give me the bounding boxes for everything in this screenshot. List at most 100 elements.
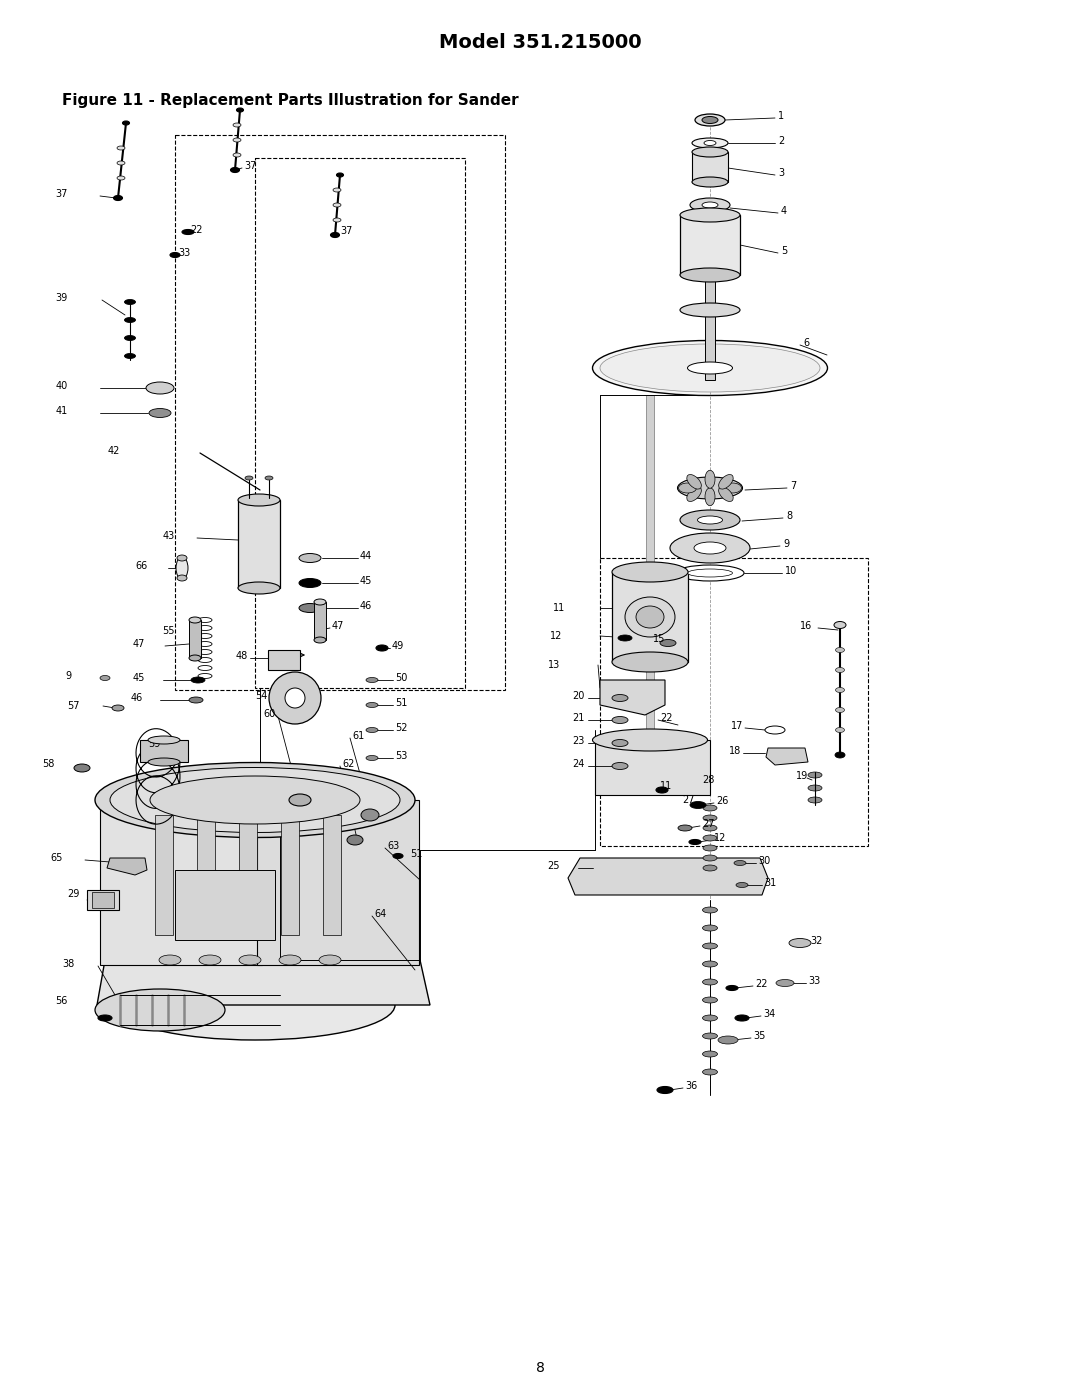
Text: 41: 41 bbox=[56, 407, 68, 416]
Text: 6: 6 bbox=[804, 338, 809, 348]
Text: 27: 27 bbox=[702, 819, 715, 828]
Bar bbox=[268, 650, 300, 671]
Text: 11: 11 bbox=[660, 781, 672, 791]
Text: 48: 48 bbox=[235, 651, 248, 661]
Ellipse shape bbox=[612, 694, 627, 701]
Ellipse shape bbox=[299, 553, 321, 563]
Ellipse shape bbox=[198, 665, 212, 671]
Ellipse shape bbox=[690, 198, 730, 212]
Ellipse shape bbox=[149, 408, 171, 418]
Ellipse shape bbox=[687, 488, 701, 502]
Ellipse shape bbox=[703, 814, 717, 821]
Ellipse shape bbox=[366, 703, 378, 707]
Ellipse shape bbox=[718, 1037, 738, 1044]
Ellipse shape bbox=[836, 647, 845, 652]
Ellipse shape bbox=[289, 793, 311, 806]
Text: 45: 45 bbox=[360, 576, 373, 585]
Ellipse shape bbox=[265, 476, 273, 481]
Text: 22: 22 bbox=[755, 979, 768, 989]
Text: 58: 58 bbox=[42, 759, 55, 768]
Text: 21: 21 bbox=[572, 712, 585, 724]
Ellipse shape bbox=[146, 381, 174, 394]
Text: 57: 57 bbox=[67, 701, 80, 711]
Ellipse shape bbox=[230, 168, 240, 172]
Ellipse shape bbox=[198, 641, 212, 647]
Ellipse shape bbox=[330, 232, 339, 237]
Ellipse shape bbox=[198, 626, 212, 630]
Ellipse shape bbox=[233, 154, 241, 156]
Text: 50: 50 bbox=[395, 673, 407, 683]
Text: 3: 3 bbox=[778, 168, 784, 177]
Ellipse shape bbox=[238, 583, 280, 594]
Ellipse shape bbox=[117, 161, 125, 165]
Ellipse shape bbox=[808, 773, 822, 778]
Text: 44: 44 bbox=[360, 550, 373, 562]
Polygon shape bbox=[175, 870, 275, 940]
Ellipse shape bbox=[124, 335, 135, 341]
Text: 65: 65 bbox=[51, 854, 63, 863]
Ellipse shape bbox=[150, 775, 360, 824]
Text: 27: 27 bbox=[681, 795, 694, 805]
Ellipse shape bbox=[680, 268, 740, 282]
Ellipse shape bbox=[612, 652, 688, 672]
Ellipse shape bbox=[183, 229, 194, 235]
Bar bbox=[255, 158, 465, 687]
Ellipse shape bbox=[366, 728, 378, 732]
Ellipse shape bbox=[239, 956, 261, 965]
Text: 8: 8 bbox=[786, 511, 792, 521]
Text: 37: 37 bbox=[340, 226, 352, 236]
Ellipse shape bbox=[319, 956, 341, 965]
Ellipse shape bbox=[612, 763, 627, 770]
Ellipse shape bbox=[159, 956, 181, 965]
Ellipse shape bbox=[702, 203, 718, 208]
Ellipse shape bbox=[117, 176, 125, 180]
Ellipse shape bbox=[836, 728, 845, 732]
Ellipse shape bbox=[698, 515, 723, 524]
Bar bbox=[680, 215, 740, 275]
Ellipse shape bbox=[189, 617, 201, 623]
Ellipse shape bbox=[366, 678, 378, 683]
Text: 63: 63 bbox=[387, 841, 400, 851]
Text: 46: 46 bbox=[131, 693, 143, 703]
Bar bbox=[189, 620, 201, 658]
Text: 22: 22 bbox=[190, 225, 203, 235]
Ellipse shape bbox=[718, 475, 733, 489]
Text: 51: 51 bbox=[395, 698, 407, 708]
Polygon shape bbox=[766, 747, 808, 766]
Text: 25: 25 bbox=[548, 861, 561, 870]
Ellipse shape bbox=[678, 826, 692, 831]
Ellipse shape bbox=[808, 785, 822, 791]
Bar bbox=[257, 800, 419, 965]
Ellipse shape bbox=[191, 678, 205, 683]
Text: 18: 18 bbox=[729, 746, 741, 756]
Ellipse shape bbox=[124, 299, 135, 305]
Text: 7: 7 bbox=[789, 481, 796, 490]
Text: 38: 38 bbox=[63, 958, 75, 970]
Ellipse shape bbox=[702, 907, 717, 914]
Text: 2: 2 bbox=[778, 136, 784, 147]
Ellipse shape bbox=[690, 802, 706, 809]
Ellipse shape bbox=[702, 1069, 717, 1076]
Ellipse shape bbox=[366, 756, 378, 760]
Text: 39: 39 bbox=[56, 293, 68, 303]
Ellipse shape bbox=[148, 759, 180, 766]
Bar bbox=[314, 602, 326, 640]
Ellipse shape bbox=[703, 865, 717, 870]
Text: 19: 19 bbox=[796, 771, 808, 781]
Ellipse shape bbox=[702, 997, 717, 1003]
Ellipse shape bbox=[95, 763, 415, 837]
Bar bbox=[281, 814, 299, 935]
Ellipse shape bbox=[696, 115, 725, 126]
Bar bbox=[646, 395, 654, 745]
Ellipse shape bbox=[703, 835, 717, 841]
Ellipse shape bbox=[734, 861, 746, 866]
Ellipse shape bbox=[702, 979, 717, 985]
Ellipse shape bbox=[676, 564, 744, 581]
Ellipse shape bbox=[122, 122, 130, 124]
Ellipse shape bbox=[299, 604, 321, 612]
Ellipse shape bbox=[625, 597, 675, 637]
Text: 40: 40 bbox=[56, 381, 68, 391]
Text: 51: 51 bbox=[410, 849, 422, 859]
Text: 52: 52 bbox=[395, 724, 407, 733]
Ellipse shape bbox=[692, 138, 728, 148]
